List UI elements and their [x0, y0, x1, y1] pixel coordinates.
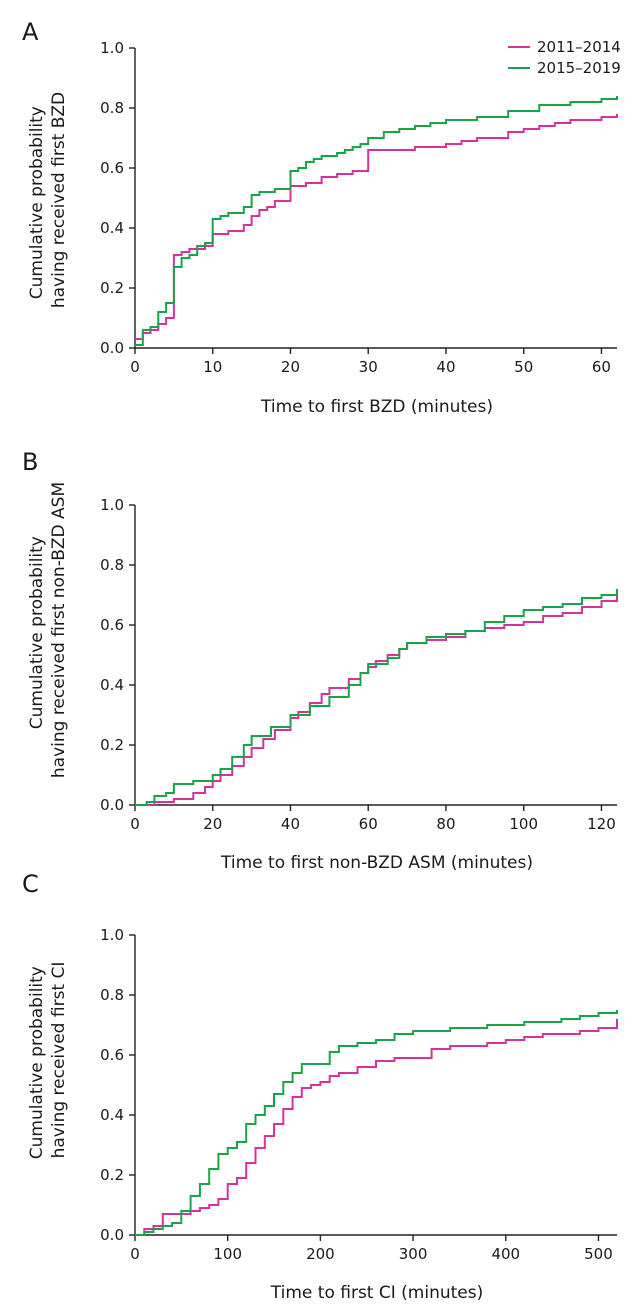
- y-tick-label-c: 0.4: [100, 1106, 124, 1124]
- x-tick-label-c: 200: [306, 1245, 335, 1263]
- panel-c: C Cumulative probability having received…: [22, 870, 618, 1303]
- y-tick-label-a: 1.0: [100, 39, 124, 57]
- x-tick-label-c: 0: [130, 1245, 140, 1263]
- y-tick-label-b: 0.4: [100, 676, 124, 694]
- x-tick-label-a: 0: [130, 358, 140, 376]
- x-tick-label-a: 30: [359, 358, 378, 376]
- y-tick-label-c: 0.6: [100, 1046, 124, 1064]
- y-tick-label-b: 0.8: [100, 556, 124, 574]
- y-tick-label-b: 0.2: [100, 736, 124, 754]
- series-2015-2019-line-a: [135, 96, 618, 346]
- y-tick-label-a: 0.2: [100, 279, 124, 297]
- x-tick-label-a: 40: [436, 358, 455, 376]
- x-tick-label-b: 20: [203, 815, 222, 833]
- y-tick-label-a: 0.0: [100, 339, 124, 357]
- x-tick-label-b: 100: [509, 815, 538, 833]
- legend-label-2011-2014: 2011–2014: [537, 38, 621, 56]
- x-tick-label-a: 50: [514, 358, 533, 376]
- x-tick-label-b: 0: [130, 815, 140, 833]
- y-axis-title-a-line2: having received first BZD: [49, 92, 69, 308]
- series-2011-2014-line-a: [135, 114, 618, 340]
- y-axis-title-c-line2: having received first CI: [49, 962, 69, 1159]
- y-axis-title-a-line1: Cumulative probability: [27, 106, 47, 299]
- y-tick-label-c: 0.0: [100, 1226, 124, 1244]
- panel-label-b: B: [22, 448, 38, 476]
- x-axis-title-c: Time to first CI (minutes): [270, 1283, 483, 1303]
- x-tick-label-a: 60: [592, 358, 611, 376]
- x-tick-label-c: 100: [213, 1245, 242, 1263]
- y-tick-label-a: 0.6: [100, 159, 124, 177]
- x-tick-label-c: 500: [584, 1245, 613, 1263]
- series-2015-2019-line-c: [135, 1010, 618, 1236]
- y-tick-label-b: 1.0: [100, 496, 124, 514]
- y-tick-label-b: 0.0: [100, 796, 124, 814]
- panel-a: A Cumulative probability having received…: [22, 18, 621, 417]
- y-tick-label-c: 0.8: [100, 986, 124, 1004]
- y-tick-label-b: 0.6: [100, 616, 124, 634]
- legend-label-2015-2019: 2015–2019: [537, 59, 621, 77]
- x-tick-label-a: 20: [281, 358, 300, 376]
- y-axis-title-b-line1: Cumulative probability: [27, 536, 47, 729]
- x-tick-label-b: 40: [281, 815, 300, 833]
- x-axis-title-b: Time to first non-BZD ASM (minutes): [220, 853, 533, 873]
- y-tick-label-a: 0.4: [100, 219, 124, 237]
- y-axis-title-b-line2: having received first non-BZD ASM: [49, 482, 69, 778]
- y-tick-label-c: 0.2: [100, 1166, 124, 1184]
- x-tick-label-b: 60: [359, 815, 378, 833]
- x-axis-title-a: Time to first BZD (minutes): [260, 397, 493, 417]
- panel-b: B Cumulative probability having received…: [22, 448, 618, 873]
- x-tick-label-c: 300: [399, 1245, 428, 1263]
- series-2015-2019-line-b: [135, 589, 618, 806]
- series-2011-2014-line-b: [135, 595, 618, 806]
- y-axis-title-c-line1: Cumulative probability: [27, 966, 47, 1159]
- x-tick-label-c: 400: [491, 1245, 520, 1263]
- y-axis-title-b: Cumulative probability having received f…: [27, 482, 69, 778]
- panel-label-c: C: [22, 870, 39, 898]
- x-tick-label-a: 10: [203, 358, 222, 376]
- y-tick-label-c: 1.0: [100, 926, 124, 944]
- panel-label-a: A: [22, 18, 39, 46]
- series-2011-2014-line-c: [135, 1019, 618, 1236]
- y-tick-label-a: 0.8: [100, 99, 124, 117]
- y-axis-title-c: Cumulative probability having received f…: [27, 961, 69, 1160]
- y-axis-title-a: Cumulative probability having received f…: [27, 92, 69, 308]
- legend: 2011–2014 2015–2019: [508, 38, 621, 77]
- x-tick-label-b: 80: [436, 815, 455, 833]
- x-tick-label-b: 120: [587, 815, 616, 833]
